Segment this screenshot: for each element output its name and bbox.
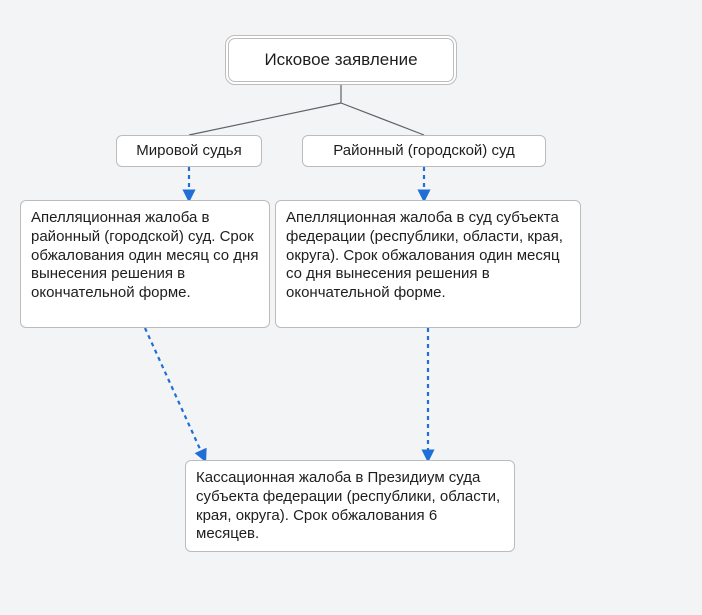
node-right2: Апелляционная жалоба в суд субъекта феде… [275,200,581,328]
node-label: Кассационная жалоба в Президиум суда суб… [186,461,514,552]
node-label: Районный (городской) суд [303,136,545,167]
edge-root-left1 [189,103,341,135]
node-right1: Районный (городской) суд [302,135,546,167]
flowchart-canvas: Исковое заявление Мировой судья Районный (… [0,0,702,615]
node-label: Апелляционная жалоба в суд субъекта феде… [276,201,580,311]
node-left2: Апелляционная жалоба в районный (городск… [20,200,270,328]
node-bottom: Кассационная жалоба в Президиум суда суб… [185,460,515,552]
node-left1: Мировой судья [116,135,262,167]
edge-left2-bottom [145,328,205,460]
edge-root-right1 [341,103,424,135]
node-label: Мировой судья [117,136,261,167]
node-label: Апелляционная жалоба в районный (городск… [21,201,269,311]
node-root: Исковое заявление [225,35,457,85]
node-label: Исковое заявление [229,43,453,76]
